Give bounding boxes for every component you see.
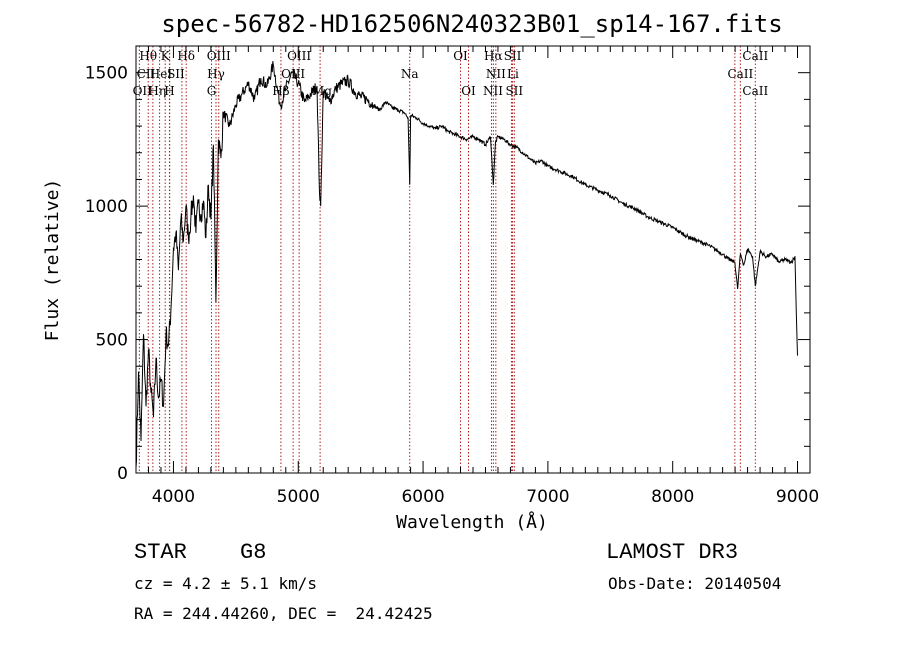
line-label-27: CaII [742,84,768,98]
object-subclass: G8 [240,540,267,565]
survey-name: LAMOST DR3 [606,540,739,565]
line-label-7: SII [504,49,522,63]
y-tick-label-3: 1500 [85,64,128,84]
line-label-1: K [161,49,171,63]
line-label-14: NII [486,67,506,81]
y-tick-label-1: 500 [96,331,128,351]
line-label-16: CaII [727,67,753,81]
line-label-8: CaII [742,49,768,63]
line-label-12: Hγ [207,67,225,81]
line-label-24: OI [461,84,476,98]
y-axis: 0 500 1000 1500 [85,45,810,484]
line-label-9: CII [137,67,156,81]
y-tick-label-0: 0 [117,464,128,484]
line-label-23: Na [401,67,419,81]
x-tick-label-3: 7000 [526,487,569,507]
plot-frame [135,45,811,474]
x-tick-label-4: 8000 [651,487,694,507]
line-label-11: SII [167,67,185,81]
line-label-21: Hβ [272,84,289,98]
spectral-line-markers [138,46,756,473]
line-label-17: OII [133,84,153,98]
line-label-13: OIII [281,67,305,81]
y-axis-label: Flux (relative) [42,179,63,342]
line-label-3: OIII [207,49,231,63]
line-label-5: OI [453,49,468,63]
coordinates: RA = 244.44260, DEC = 24.42425 [134,604,433,623]
x-tick-label-5: 9000 [776,487,819,507]
line-label-18: Hη [148,84,166,98]
line-label-19: H [164,84,174,98]
x-tick-label-2: 6000 [401,487,444,507]
line-label-2: Hδ [177,49,195,63]
x-axis: 4000 5000 6000 7000 8000 9000 [135,46,819,507]
line-label-6: Hα [484,49,503,63]
object-class: STAR [134,540,187,565]
line-label-0: Hθ [139,49,157,63]
x-tick-label-1: 5000 [277,487,320,507]
spectrum-line [135,61,798,468]
y-tick-label-2: 1000 [85,197,128,217]
line-label-10: HeI [150,67,173,81]
line-label-20: G [207,84,217,98]
x-axis-label: Wavelength (Å) [396,511,548,533]
chart-title: spec-56782-HD162506N240323B01_sp14-167.f… [161,10,782,38]
redshift-value: cz = 4.2 ± 5.1 km/s [134,574,318,593]
line-label-25: NII [483,84,503,98]
observation-date: Obs-Date: 20140504 [608,574,782,593]
x-tick-label-0: 4000 [152,487,195,507]
line-label-15: Li [507,67,519,81]
line-label-4: OIII [287,49,311,63]
line-label-26: SII [505,84,523,98]
